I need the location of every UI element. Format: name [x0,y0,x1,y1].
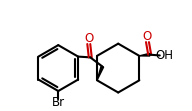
Polygon shape [97,66,104,80]
Text: O: O [84,32,93,45]
Text: O: O [143,30,152,43]
Polygon shape [139,53,150,56]
Text: Br: Br [52,96,65,109]
Text: OH: OH [155,49,173,62]
